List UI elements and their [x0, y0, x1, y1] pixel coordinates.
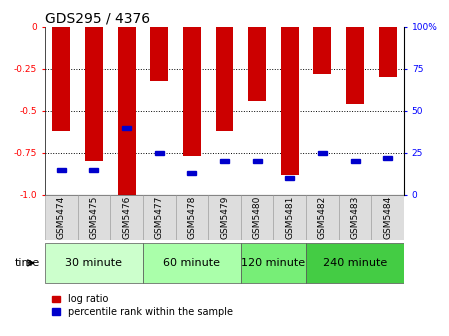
Bar — [241, 243, 306, 283]
Text: GDS295 / 4376: GDS295 / 4376 — [45, 12, 150, 26]
Bar — [52, 27, 70, 131]
Bar — [57, 168, 66, 171]
Text: GSM5483: GSM5483 — [351, 196, 360, 239]
Text: GSM5480: GSM5480 — [253, 196, 262, 239]
Text: GSM5484: GSM5484 — [383, 196, 392, 239]
Bar — [143, 195, 176, 240]
Bar — [122, 126, 131, 129]
Bar — [45, 195, 78, 240]
Text: GSM5477: GSM5477 — [155, 196, 164, 239]
Legend: log ratio, percentile rank within the sample: log ratio, percentile rank within the sa… — [48, 290, 237, 321]
Bar — [306, 243, 404, 283]
Bar — [281, 27, 299, 175]
Text: GSM5475: GSM5475 — [89, 196, 98, 239]
Bar — [379, 27, 397, 77]
Bar — [220, 160, 229, 163]
Bar — [45, 243, 143, 283]
Text: 30 minute: 30 minute — [66, 258, 123, 268]
Bar — [150, 27, 168, 81]
Bar — [110, 195, 143, 240]
Text: GSM5479: GSM5479 — [220, 196, 229, 239]
Bar — [346, 27, 364, 104]
Text: time: time — [15, 258, 40, 268]
Text: 240 minute: 240 minute — [323, 258, 387, 268]
Bar — [85, 27, 103, 161]
Text: GSM5481: GSM5481 — [285, 196, 294, 239]
Text: GSM5476: GSM5476 — [122, 196, 131, 239]
Bar — [183, 27, 201, 156]
Text: 120 minute: 120 minute — [242, 258, 305, 268]
Bar — [273, 195, 306, 240]
Bar — [143, 243, 241, 283]
Text: GSM5482: GSM5482 — [318, 196, 327, 239]
Bar — [78, 195, 110, 240]
Bar — [208, 195, 241, 240]
Bar — [383, 156, 392, 160]
Bar — [154, 151, 164, 155]
Text: GSM5478: GSM5478 — [187, 196, 196, 239]
Bar — [253, 160, 262, 163]
Bar — [118, 27, 136, 195]
Bar — [216, 27, 233, 131]
Bar — [248, 27, 266, 101]
Bar — [241, 195, 273, 240]
Bar — [306, 195, 339, 240]
Text: 60 minute: 60 minute — [163, 258, 220, 268]
Bar — [285, 176, 295, 180]
Bar — [176, 195, 208, 240]
Bar — [313, 27, 331, 74]
Bar — [371, 195, 404, 240]
Bar — [318, 151, 327, 155]
Text: GSM5474: GSM5474 — [57, 196, 66, 239]
Bar — [351, 160, 360, 163]
Bar — [339, 195, 371, 240]
Bar — [89, 168, 98, 171]
Bar — [187, 171, 196, 175]
